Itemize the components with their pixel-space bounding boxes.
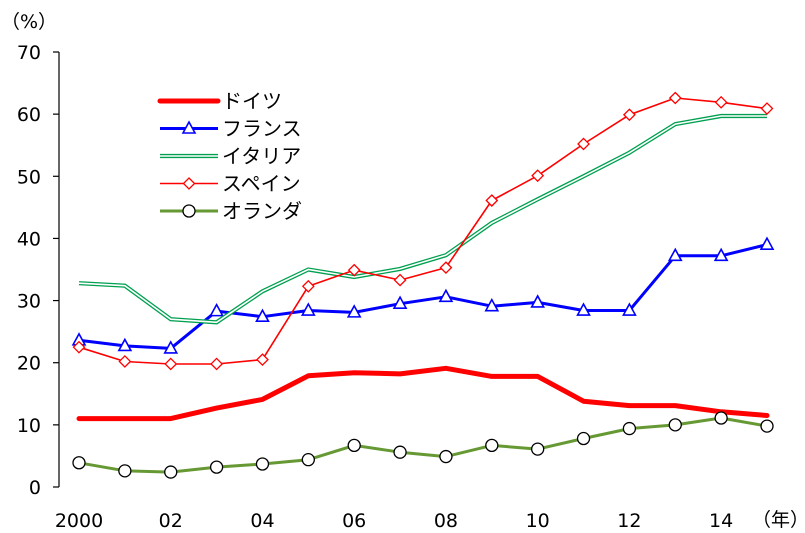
data-point	[667, 247, 683, 262]
data-point	[759, 236, 775, 250]
legend-item: スペイン	[160, 172, 301, 196]
data-point	[392, 295, 408, 309]
data-point	[530, 294, 546, 308]
series-オランダ	[72, 411, 774, 479]
data-point	[393, 273, 407, 287]
data-point	[439, 449, 453, 464]
legend-marker	[182, 177, 196, 190]
data-point	[577, 137, 590, 151]
x-tick-label: 08	[434, 510, 458, 532]
data-point	[256, 353, 269, 367]
data-point	[210, 357, 224, 371]
data-point	[622, 421, 637, 436]
data-point	[484, 297, 500, 312]
series-line	[78, 243, 768, 350]
data-point	[576, 431, 591, 446]
data-point	[117, 337, 133, 352]
data-point	[393, 445, 407, 459]
data-point	[714, 95, 728, 109]
data-point	[714, 411, 728, 425]
data-point	[346, 304, 362, 318]
legend-item: フランス	[160, 117, 302, 141]
data-point	[439, 261, 453, 275]
data-point	[255, 308, 270, 323]
data-point	[118, 464, 132, 478]
y-tick-label: 0	[29, 477, 41, 499]
data-point	[622, 302, 637, 316]
data-point	[163, 340, 179, 354]
series-イタリア	[78, 113, 767, 325]
axes: 0 10 20 30 40 50 60 70 2000 02 04 06 08 10 12 14	[17, 42, 733, 532]
series-ドイツ	[76, 365, 770, 422]
y-unit-label: （%）	[1, 11, 57, 33]
data-point	[255, 457, 270, 471]
legend-label: スペイン	[222, 172, 301, 196]
data-point	[347, 263, 361, 277]
data-point	[668, 91, 682, 105]
series-layer	[71, 91, 775, 479]
x-tick-label: 02	[159, 510, 183, 532]
legend-item: ドイツ	[157, 89, 282, 113]
legend-marker	[182, 204, 196, 218]
data-point	[301, 279, 315, 293]
series-line	[78, 416, 768, 474]
y-tick-label: 40	[17, 228, 41, 250]
y-tick-label: 50	[17, 166, 41, 188]
data-point	[622, 108, 636, 122]
data-point	[209, 460, 224, 474]
data-point	[531, 169, 545, 183]
data-point	[576, 302, 591, 316]
data-point	[485, 438, 499, 453]
data-point	[164, 465, 178, 479]
series-line-inner	[78, 115, 767, 324]
legend-item: イタリア	[160, 144, 301, 168]
legend-label: フランス	[222, 117, 302, 141]
legend-label: オランダ	[222, 199, 302, 223]
data-point	[438, 288, 454, 303]
series-line	[76, 365, 770, 422]
x-unit-label: （年）	[752, 509, 805, 531]
y-tick-label: 10	[17, 415, 41, 437]
y-tick-label: 70	[17, 42, 41, 64]
data-point	[668, 418, 682, 432]
x-tick-label: 06	[342, 510, 366, 532]
y-tick-label: 60	[17, 104, 41, 126]
data-point	[760, 102, 774, 115]
x-tick-label: 04	[250, 510, 274, 532]
x-tick-label: 14	[709, 510, 733, 532]
x-tick-label: 2000	[55, 510, 103, 532]
data-point	[713, 247, 729, 262]
legend-label: イタリア	[222, 144, 301, 168]
legend-item: オランダ	[160, 199, 302, 223]
series-line	[78, 113, 767, 325]
data-point	[485, 194, 499, 207]
legend-label: ドイツ	[222, 89, 282, 113]
x-tick-label: 12	[617, 510, 641, 532]
series-line	[78, 97, 768, 365]
legend-marker	[181, 120, 197, 134]
data-point	[209, 302, 224, 317]
y-tick-label: 20	[17, 353, 41, 375]
data-point	[300, 302, 316, 316]
series-フランス	[71, 236, 775, 354]
data-point	[164, 357, 178, 371]
data-point	[531, 442, 545, 456]
data-point	[72, 456, 86, 470]
data-point	[760, 419, 774, 433]
data-point	[72, 340, 86, 354]
data-point	[347, 438, 361, 453]
x-tick-label: 10	[526, 510, 550, 532]
series-スペイン	[72, 91, 774, 371]
y-tick-label: 30	[17, 291, 41, 313]
data-point	[301, 453, 315, 467]
data-point	[118, 355, 132, 368]
